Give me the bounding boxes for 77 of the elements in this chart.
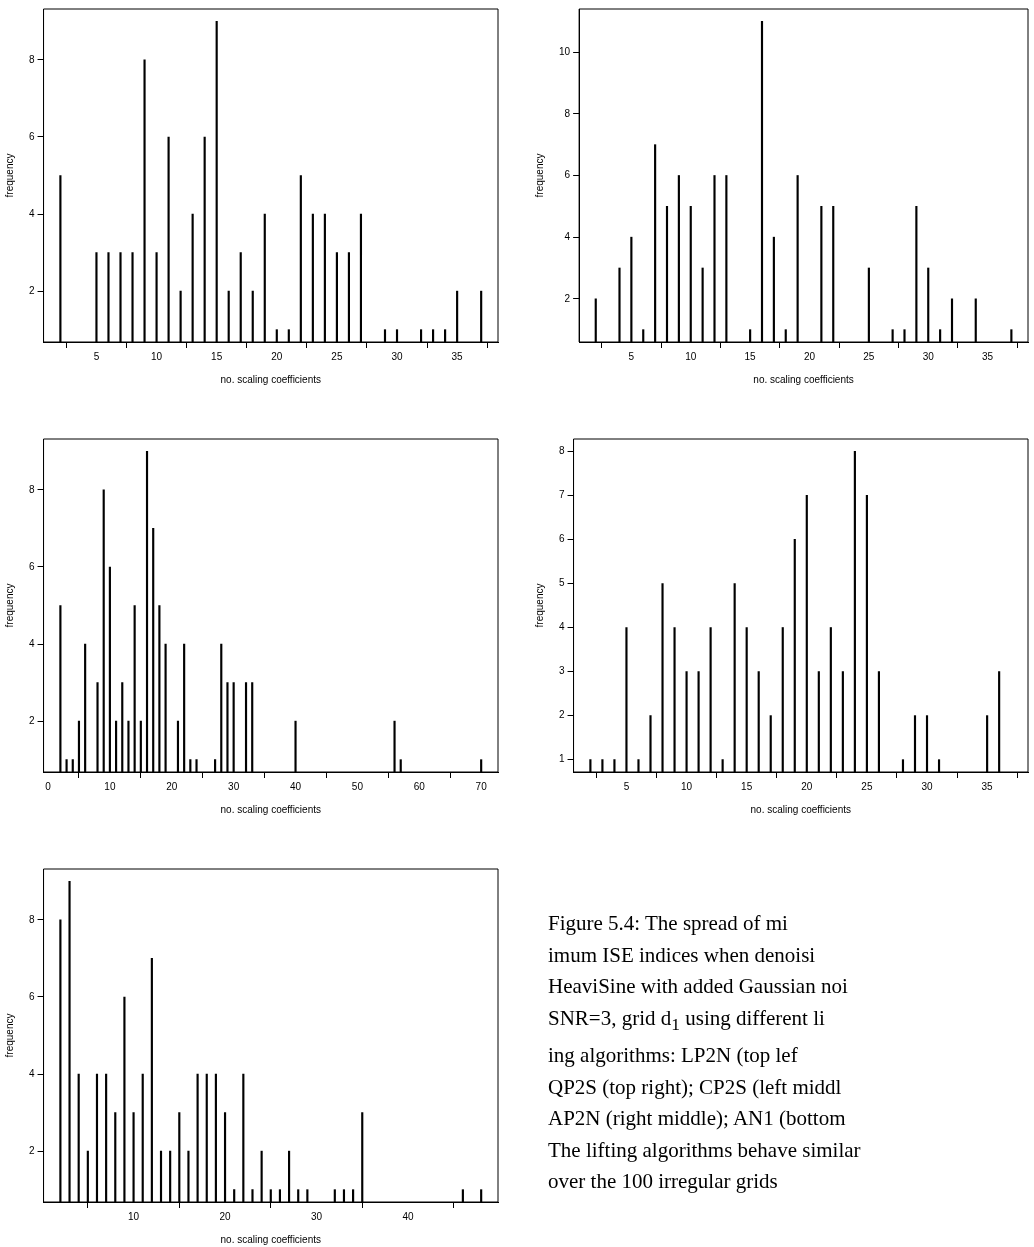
y-tick-label: 8 bbox=[29, 483, 35, 495]
x-tick-label: 50 bbox=[351, 780, 364, 792]
text: SNR=3, grid d$_{1}$ using different li bbox=[548, 1004, 826, 1036]
y-tick-label: 2 bbox=[29, 1144, 35, 1156]
x-tick-label: 30 bbox=[922, 350, 935, 362]
y-axis-title: frequency bbox=[3, 153, 15, 198]
x-tick-label: 60 bbox=[413, 780, 426, 792]
y-axis-title: frequency bbox=[3, 1013, 15, 1058]
y-tick-label: 10 bbox=[559, 45, 571, 57]
caption: Figure 5.4: The spread of mi bbox=[548, 910, 789, 937]
y-tick-label: 4 bbox=[29, 207, 35, 219]
y-tick-label: 6 bbox=[564, 169, 571, 181]
y-tick-label: 6 bbox=[559, 533, 565, 545]
y-tick-label: 8 bbox=[559, 445, 565, 457]
x-tick-label: 15 bbox=[211, 350, 223, 362]
x-tick-label: 10 bbox=[128, 1210, 140, 1222]
x-tick-label: 30 bbox=[310, 1210, 323, 1222]
x-tick-label: 5 bbox=[623, 780, 630, 792]
x-tick-label: 20 bbox=[166, 780, 178, 792]
y-tick-label: 4 bbox=[564, 230, 571, 242]
y-tick-label: 2 bbox=[559, 709, 565, 721]
x-tick-label: 20 bbox=[219, 1210, 232, 1222]
x-axis-title: no. scaling coefficients bbox=[220, 803, 321, 815]
y-tick-label: 4 bbox=[29, 637, 35, 649]
text: QP2S (top right); CP2S (left middl bbox=[548, 1073, 843, 1101]
text: The lifting algorithms behave similar bbox=[548, 1136, 862, 1164]
x-axis-title: no. scaling coefficients bbox=[220, 373, 321, 385]
x-tick-label: 10 bbox=[685, 350, 697, 362]
text: ing algorithms: LP2N (top lef bbox=[548, 1042, 799, 1070]
y-tick-label: 8 bbox=[29, 53, 35, 65]
y-tick-label: 3 bbox=[559, 665, 565, 677]
y-tick-label: 8 bbox=[564, 107, 571, 119]
y-tick-label: 6 bbox=[29, 560, 35, 572]
text: over the 100 irregular grids bbox=[548, 1168, 779, 1196]
x-tick-label: 40 bbox=[402, 1210, 414, 1222]
y-tick-label: 8 bbox=[29, 913, 35, 925]
y-tick-label: 4 bbox=[29, 1067, 35, 1079]
x-tick-label: 10 bbox=[104, 780, 116, 792]
y-tick-label: 4 bbox=[559, 621, 565, 633]
x-tick-label: 70 bbox=[475, 780, 488, 792]
y-axis-title: frequency bbox=[533, 583, 545, 628]
x-tick-label: 20 bbox=[803, 350, 816, 362]
text: imum ISE indices when denoisi bbox=[548, 941, 817, 969]
x-tick-label: 25 bbox=[861, 780, 873, 792]
x-axis-title: no. scaling coefficients bbox=[750, 803, 851, 815]
x-tick-label: 10 bbox=[151, 350, 163, 362]
x-tick-label: 20 bbox=[801, 780, 813, 792]
y-tick-label: 6 bbox=[29, 130, 35, 142]
text: AP2N (right middle); AN1 (bottom bbox=[548, 1105, 847, 1133]
x-tick-label: 0 bbox=[45, 780, 52, 792]
y-tick-label: 5 bbox=[559, 577, 565, 589]
y-axis-title: frequency bbox=[3, 583, 15, 628]
x-tick-label: 35 bbox=[981, 780, 994, 792]
x-tick-label: 35 bbox=[982, 350, 994, 362]
y-tick-label: 2 bbox=[564, 292, 571, 304]
x-tick-label: 30 bbox=[228, 780, 240, 792]
x-tick-label: 35 bbox=[451, 350, 464, 362]
x-axis-title: no. scaling coefficients bbox=[753, 373, 854, 385]
y-tick-label: 7 bbox=[559, 489, 565, 501]
text: HeaviSine with added Gaussian noi bbox=[548, 973, 849, 1000]
x-tick-label: 30 bbox=[391, 350, 404, 362]
y-tick-label: 2 bbox=[29, 284, 35, 296]
x-tick-label: 5 bbox=[93, 350, 100, 362]
x-tick-label: 15 bbox=[744, 350, 757, 362]
x-tick-label: 20 bbox=[271, 350, 283, 362]
x-axis-title: no. scaling coefficients bbox=[220, 1233, 321, 1245]
x-tick-label: 25 bbox=[863, 350, 875, 362]
y-axis-title: frequency bbox=[533, 153, 545, 198]
y-tick-label: 1 bbox=[559, 753, 565, 765]
x-tick-label: 40 bbox=[289, 780, 302, 792]
x-tick-label: 10 bbox=[681, 780, 693, 792]
y-tick-label: 2 bbox=[29, 714, 35, 726]
x-tick-label: 15 bbox=[741, 780, 753, 792]
x-tick-label: 25 bbox=[331, 350, 343, 362]
y-tick-label: 6 bbox=[29, 990, 35, 1002]
x-tick-label: 30 bbox=[921, 780, 934, 792]
x-tick-label: 5 bbox=[628, 350, 635, 362]
